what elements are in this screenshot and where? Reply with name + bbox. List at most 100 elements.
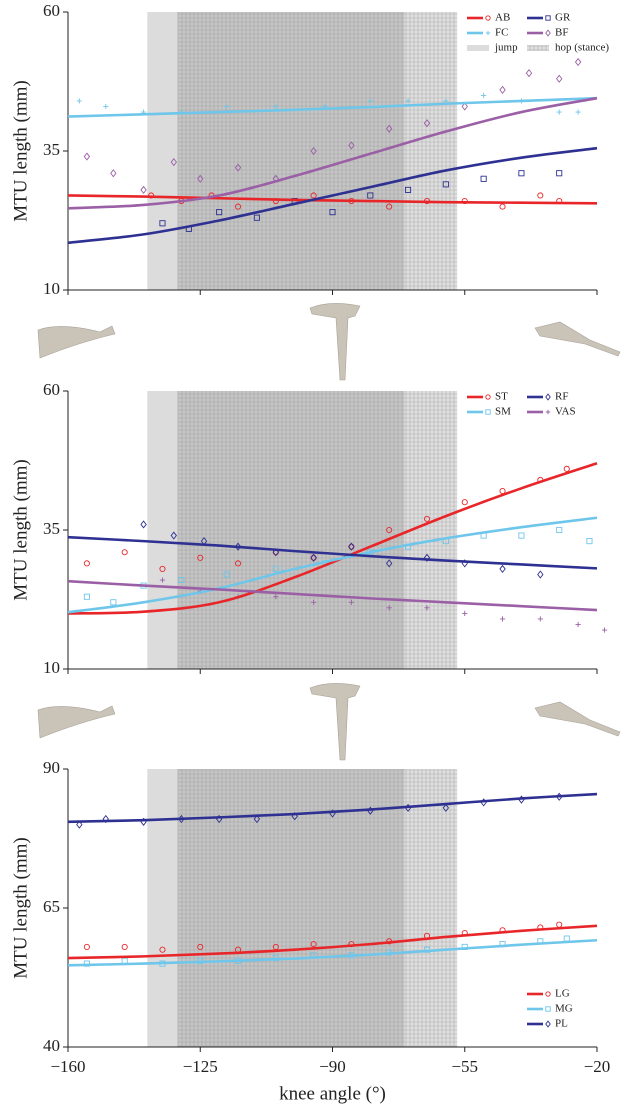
- data-point: [556, 921, 563, 928]
- data-point: [170, 531, 177, 540]
- data-point: [197, 174, 204, 183]
- data-point: [310, 146, 317, 156]
- data-point: [575, 621, 581, 628]
- y-tick-label: 65: [43, 897, 60, 916]
- data-point: [310, 941, 317, 948]
- data-point: [197, 943, 204, 950]
- bone-icon: [309, 683, 361, 761]
- data-point: [386, 124, 393, 133]
- legend-swatch: [527, 45, 549, 51]
- x-tick-label: −55: [451, 1057, 478, 1076]
- legend-marker: [545, 15, 551, 21]
- data-point: [405, 186, 412, 193]
- data-point: [461, 102, 468, 111]
- data-point: [223, 571, 230, 578]
- data-point: [556, 170, 563, 177]
- data-point: [121, 957, 128, 964]
- data-point: [556, 526, 563, 534]
- data-point: [386, 605, 392, 611]
- data-point: [499, 488, 506, 495]
- data-point: [499, 616, 506, 622]
- data-point: [386, 526, 393, 534]
- data-point: [140, 520, 147, 529]
- bone-icon: [534, 321, 621, 357]
- x-tick-label: −20: [584, 1057, 611, 1076]
- data-point: [121, 549, 128, 556]
- data-point: [367, 192, 374, 199]
- fit-line: [67, 516, 598, 614]
- data-point: [234, 163, 242, 172]
- data-point: [159, 946, 166, 953]
- data-point: [499, 85, 506, 94]
- data-point: [518, 170, 525, 177]
- y-tick-label: 10: [43, 658, 60, 677]
- data-point: [423, 119, 431, 128]
- data-point: [311, 599, 317, 605]
- fit-line: [67, 194, 598, 205]
- data-point: [480, 175, 487, 182]
- data-point: [83, 943, 90, 950]
- legend-label: BF: [555, 27, 568, 39]
- data-point: [462, 610, 468, 616]
- data-point: [537, 570, 544, 579]
- data-point: [386, 559, 393, 568]
- legend-label: AB: [495, 12, 510, 24]
- fit-line: [67, 146, 598, 245]
- data-point: [525, 69, 533, 78]
- data-point: [499, 203, 506, 210]
- legend-marker: [485, 15, 491, 21]
- data-point: [272, 565, 279, 572]
- data-point: [83, 152, 91, 161]
- data-point: [310, 192, 317, 199]
- data-point: [178, 576, 185, 584]
- bone-icons: [37, 303, 621, 761]
- legend-label: PL: [555, 1018, 568, 1030]
- fit-line: [67, 924, 598, 960]
- data-point: [197, 554, 204, 561]
- data-point: [102, 814, 109, 824]
- bone-icon: [37, 705, 116, 739]
- data-point: [461, 499, 468, 506]
- data-point: [481, 92, 487, 98]
- bone-icon: [309, 303, 361, 381]
- bone-icon: [534, 701, 621, 737]
- legend-marker: [485, 394, 491, 400]
- data-point: [537, 192, 544, 199]
- fit-line: [67, 938, 598, 967]
- x-axis-label: knee angle (°): [279, 1083, 386, 1104]
- legend-marker: [545, 991, 551, 997]
- x-tick-label: −90: [319, 1057, 346, 1076]
- legend-swatch: [467, 45, 489, 51]
- fit-line: [67, 579, 598, 612]
- data-point: [159, 220, 166, 227]
- y-tick-label: 90: [43, 758, 60, 777]
- data-point: [518, 532, 525, 539]
- fit-line: [67, 96, 598, 210]
- fit-line: [67, 792, 598, 824]
- data-point: [234, 203, 242, 210]
- data-point: [424, 605, 430, 611]
- data-point: [556, 74, 563, 83]
- legend-label: jump: [494, 42, 518, 54]
- y-axis-label: MTU length (mm): [10, 459, 31, 600]
- data-point: [348, 141, 355, 150]
- legend-label: SM: [495, 406, 511, 418]
- data-point: [423, 515, 431, 522]
- shaded-region: [177, 12, 458, 290]
- fit-line: [67, 535, 598, 570]
- legend-label: RF: [555, 391, 568, 403]
- data-point: [574, 57, 582, 67]
- data-point: [499, 564, 506, 574]
- data-point: [103, 103, 109, 110]
- data-point: [234, 560, 242, 567]
- legend-marker: [485, 409, 491, 415]
- data-point: [442, 181, 449, 188]
- shaded-region: [177, 769, 458, 1047]
- data-point: [216, 209, 223, 216]
- shaded-region: [177, 391, 458, 669]
- data-point: [83, 593, 90, 600]
- data-point: [601, 627, 608, 633]
- data-point: [442, 803, 450, 813]
- data-point: [76, 820, 83, 829]
